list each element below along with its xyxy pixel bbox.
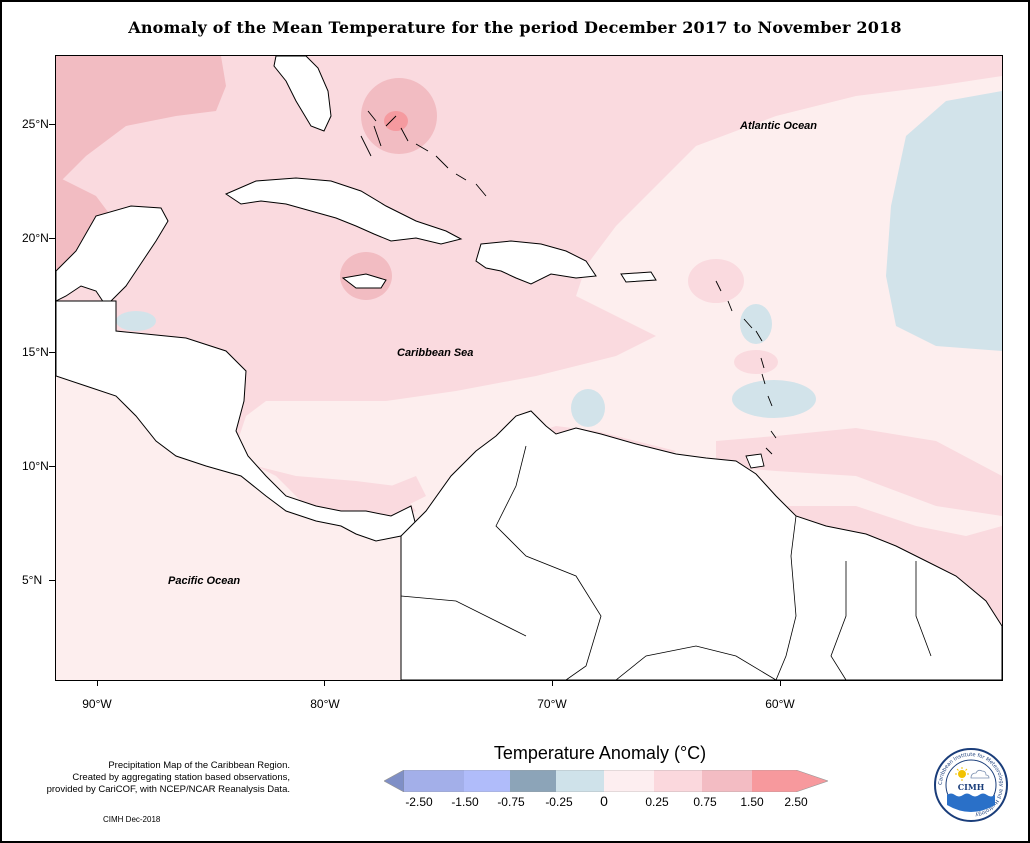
legend-swatch-0 [384,770,405,792]
x-tick-mark [552,680,553,686]
legend-tick-label: -0.25 [545,795,573,809]
land-central-america [56,300,417,542]
legend-swatch-5 [604,770,654,792]
caribbean-sea-label: Caribbean Sea [397,347,474,359]
legend-swatch-8 [752,770,796,792]
border-brazil [615,645,777,680]
border-colombia-peru [400,595,527,637]
land-bahamas [360,110,487,197]
legend-tick-label: 0.25 [645,795,669,809]
land-lesser-antilles [715,280,777,455]
anomaly-band-150-250-bahamas [384,111,408,131]
map-panel [55,55,1003,681]
anomaly-band-025-075-panama [391,476,426,506]
anomaly-band-m025-0-curacao [571,389,605,427]
border-suriname-guiana [915,561,932,657]
anomaly-band-075-150-west [56,176,111,271]
legend-swatch-2 [464,770,510,792]
land-cuba [224,177,463,245]
legend-swatch-3 [510,770,556,792]
border-venezuela-colombia [495,445,602,680]
atlantic-ocean-label: Atlantic Ocean [740,120,818,132]
legend-swatch-1 [404,770,464,792]
legend-colorbar [384,770,828,792]
x-tick-mark [780,680,781,686]
legend-swatch-7 [702,770,752,792]
y-tick-mark [49,352,55,353]
x-tick-label: 70°W [537,697,567,711]
y-tick-mark [49,466,55,467]
legend-tick-label: 0 [600,793,608,809]
y-tick-label: 15°N [22,345,49,359]
anomaly-band-m025-0-barbados [732,380,816,418]
logo-abbr: CIMH [958,782,985,792]
y-tick-mark [49,124,55,125]
border-venezuela-guyana [775,515,797,680]
land-puerto-rico [620,271,657,283]
pacific-ocean-label: Pacific Ocean [168,575,241,587]
x-tick-mark [324,680,325,686]
footnote: Precipitation Map of the Caribbean Regio… [0,760,290,796]
logo-waves-icon [947,793,995,812]
x-tick-label: 90°W [82,697,112,711]
land-jamaica [341,273,387,289]
y-tick-label: 25°N [22,117,49,131]
x-tick-label: 80°W [310,697,340,711]
legend-title: Temperature Anomaly (°C) [493,743,707,763]
y-tick-label: 10°N [22,459,49,473]
footnote-line: provided by CariCOF, with NCEP/NCAR Rean… [46,784,290,795]
anomaly-band-025-075-caribbean [56,56,1002,526]
credit-text: CIMH Dec-2018 [103,815,161,824]
legend-tick-label: -2.50 [405,795,433,809]
map-title: Anomaly of the Mean Temperature for the … [128,18,902,37]
land-trinidad [745,453,765,469]
legend-tick-label: 1.50 [740,795,764,809]
land-hispaniola [475,240,597,285]
legend-tick-label: -1.50 [451,795,479,809]
logo-sun-icon [958,770,966,778]
x-tick-label: 60°W [765,697,795,711]
anomaly-map [56,56,1002,680]
logo-cloud-icon [970,769,990,779]
y-tick-mark [49,238,55,239]
legend-tick-label: -0.75 [497,795,525,809]
logo-sun-rays-icon [955,767,969,781]
footnote-line: Precipitation Map of the Caribbean Regio… [108,760,290,771]
land-florida [273,56,332,132]
anomaly-band-m025-0-atlantic [886,91,1002,351]
x-tick-mark [97,680,98,686]
cimh-logo-icon: Caribbean Institute for Meteorology and … [934,748,1008,822]
legend-swatch-6 [654,770,702,792]
legend-tick-label: 2.50 [784,795,808,809]
anomaly-band-075-150-gulf [56,56,226,186]
anomaly-band-m025-0-guadeloupe [740,304,772,344]
legend-swatch-4 [556,770,604,792]
y-tick-mark [49,580,55,581]
anomaly-band-025-075-lesser-antilles [716,428,1002,516]
land-yucatan [56,205,169,307]
y-tick-label: 5°N [22,573,43,587]
y-tick-label: 20°N [22,231,49,245]
footnote-line: Created by aggregating station based obs… [72,772,290,783]
legend-swatch-9 [796,770,828,792]
anomaly-band-m025-0-belize [116,311,156,331]
legend-tick-label: 0.75 [693,795,717,809]
border-guyana-suriname [830,561,847,680]
anomaly-band-025-075-martinique [734,350,778,374]
land-south-america [400,410,1002,680]
